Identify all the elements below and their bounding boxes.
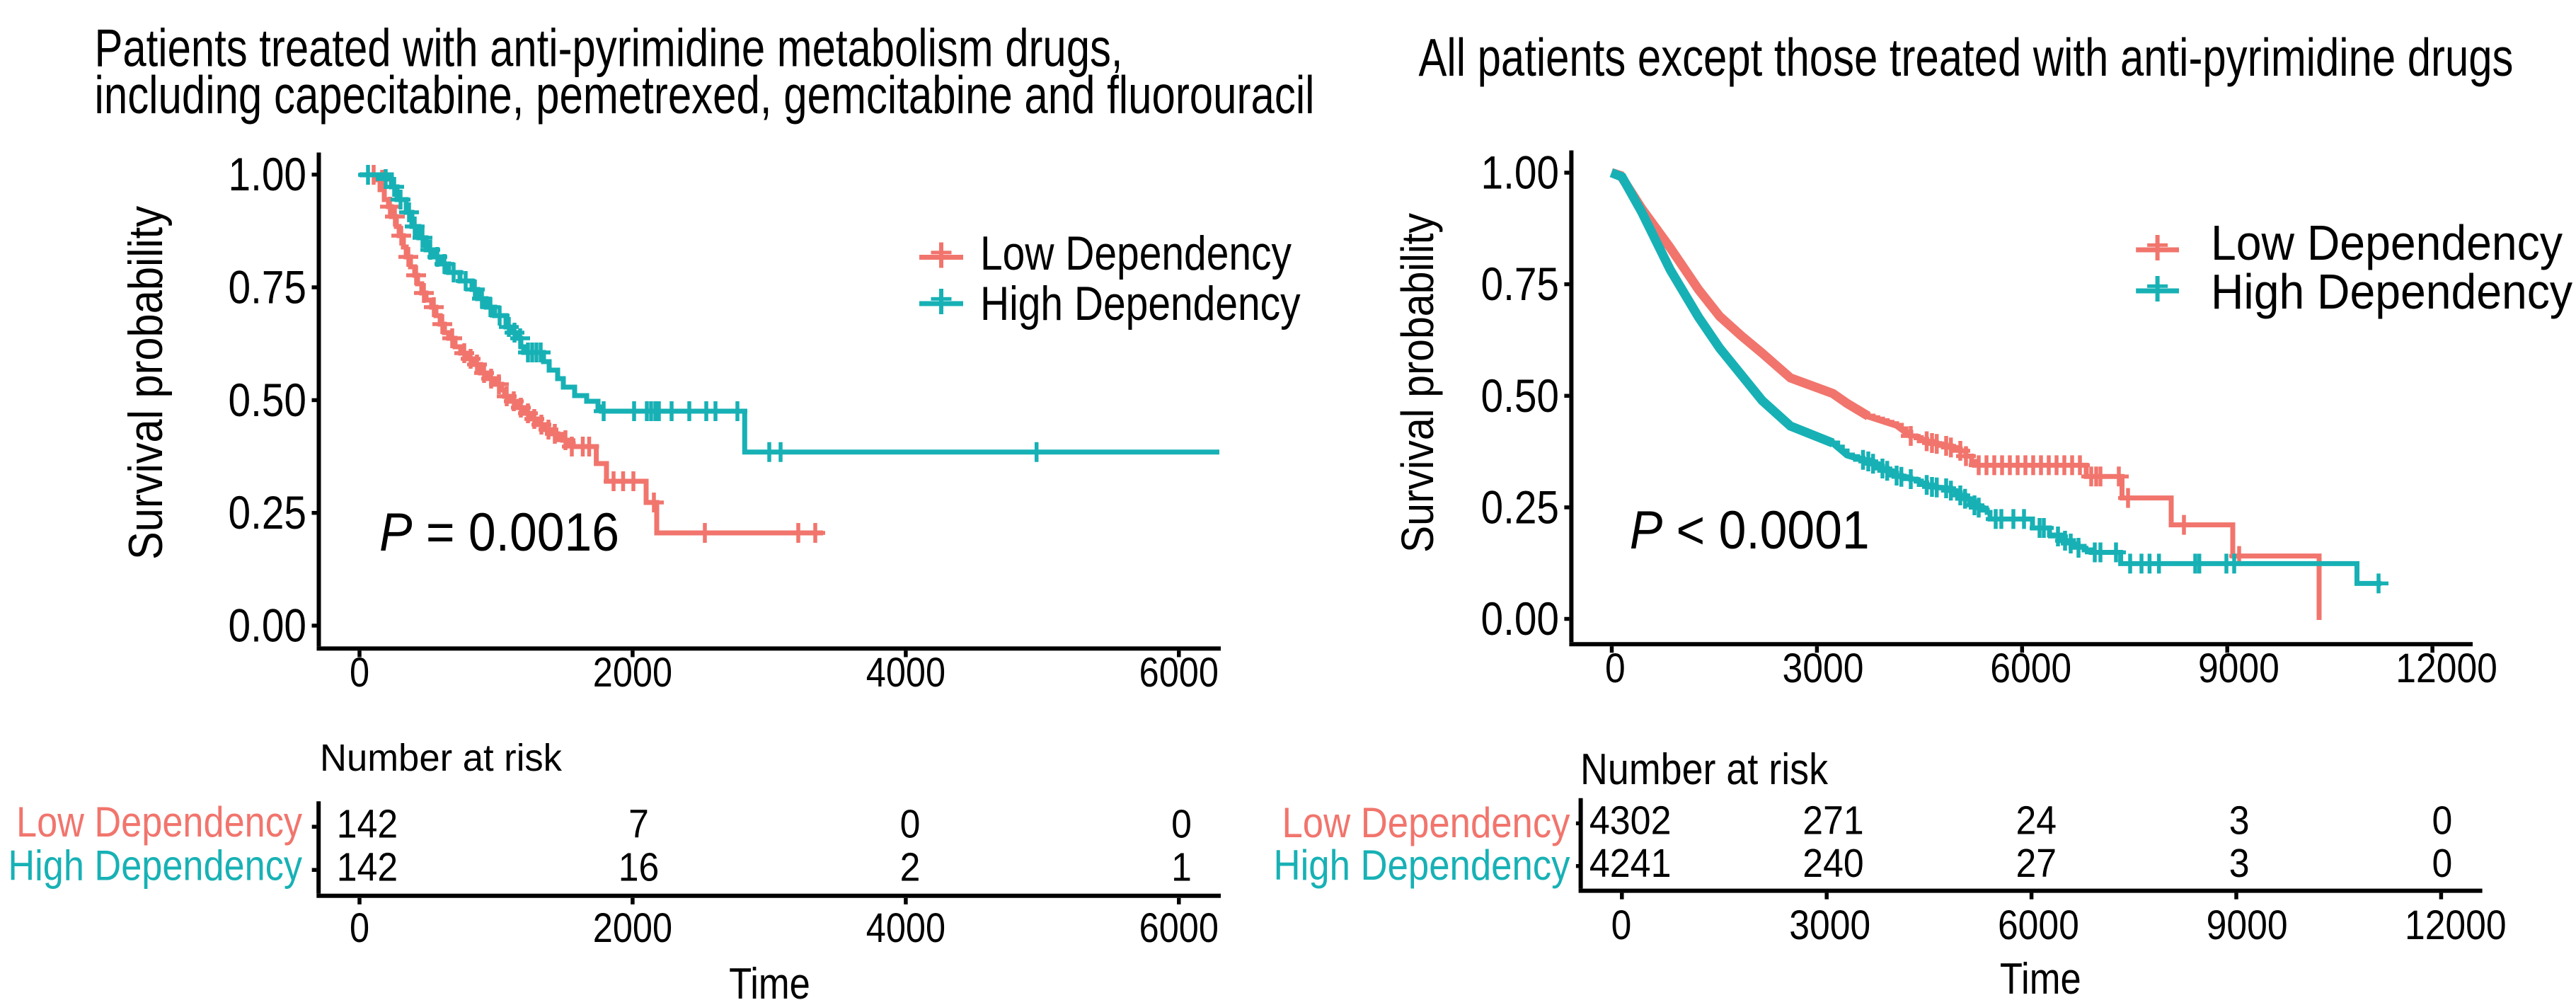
svg-text:0: 0 [2432,798,2453,844]
svg-text:High Dependency: High Dependency [1274,841,1570,889]
svg-text:4000: 4000 [866,650,945,696]
svg-text:3: 3 [2229,841,2250,886]
svg-text:P = 0.0016: P = 0.0016 [379,502,619,563]
svg-text:Survival probability: Survival probability [119,206,173,560]
svg-text:3: 3 [2229,798,2250,844]
svg-text:1.00: 1.00 [229,148,307,200]
svg-text:9000: 9000 [2198,645,2279,691]
svg-text:0.25: 0.25 [229,486,307,539]
svg-text:0: 0 [350,650,369,696]
svg-text:0: 0 [900,801,921,846]
svg-text:4000: 4000 [866,905,945,951]
svg-text:1: 1 [1171,845,1192,890]
svg-text:Low Dependency: Low Dependency [16,798,302,846]
svg-text:27: 27 [2016,841,2057,886]
svg-text:0: 0 [1611,902,1632,948]
svg-text:Low Dependency: Low Dependency [2211,215,2563,270]
svg-text:0: 0 [2432,841,2453,886]
svg-text:4241: 4241 [1589,841,1672,886]
svg-text:including capecitabine, pemetr: including capecitabine, pemetrexed, gemc… [95,65,1315,125]
svg-text:Number at risk: Number at risk [1580,745,1829,794]
svg-text:High Dependency: High Dependency [8,842,302,890]
svg-text:0.75: 0.75 [229,261,307,314]
svg-text:2: 2 [900,845,921,890]
svg-text:240: 240 [1802,841,1863,886]
svg-text:271: 271 [1802,798,1863,844]
svg-text:3000: 3000 [1783,645,1864,691]
svg-text:6000: 6000 [1990,645,2071,691]
svg-text:16: 16 [619,845,660,890]
svg-text:Patients treated with anti-pyr: Patients treated with anti-pyrimidine me… [95,18,1123,77]
svg-text:Time: Time [729,960,810,1000]
svg-text:Low Dependency: Low Dependency [1282,799,1570,846]
svg-text:3000: 3000 [1789,902,1870,948]
svg-text:12000: 12000 [2405,902,2507,948]
svg-text:7: 7 [628,801,649,846]
svg-text:Low Dependency: Low Dependency [980,226,1292,280]
svg-text:0.50: 0.50 [229,374,307,426]
svg-text:2000: 2000 [593,650,672,696]
svg-text:4302: 4302 [1589,798,1672,844]
svg-text:24: 24 [2016,798,2057,844]
svg-text:0: 0 [350,905,369,951]
svg-text:142: 142 [337,845,398,890]
svg-text:9000: 9000 [2207,902,2288,948]
svg-text:1.00: 1.00 [1481,146,1560,199]
svg-text:P < 0.0001: P < 0.0001 [1630,500,1870,561]
svg-text:Number at risk: Number at risk [320,737,563,779]
svg-text:2000: 2000 [593,905,672,951]
svg-text:Survival probability: Survival probability [1392,213,1443,553]
svg-text:Time: Time [2000,955,2081,1000]
svg-text:0.50: 0.50 [1481,369,1560,422]
svg-text:0.00: 0.00 [1481,592,1560,645]
svg-text:High Dependency: High Dependency [2211,264,2572,319]
svg-text:0.00: 0.00 [229,599,307,652]
svg-text:0.25: 0.25 [1481,481,1560,533]
svg-text:6000: 6000 [1139,905,1219,951]
svg-text:All patients except those trea: All patients except those treated with a… [1419,28,2514,87]
svg-text:0: 0 [1605,645,1626,691]
svg-text:6000: 6000 [1998,902,2079,948]
svg-text:0: 0 [1171,801,1192,846]
svg-text:6000: 6000 [1139,650,1219,696]
svg-text:142: 142 [337,801,398,846]
svg-text:12000: 12000 [2396,645,2497,691]
svg-text:0.75: 0.75 [1481,258,1560,310]
svg-text:High Dependency: High Dependency [980,277,1301,331]
